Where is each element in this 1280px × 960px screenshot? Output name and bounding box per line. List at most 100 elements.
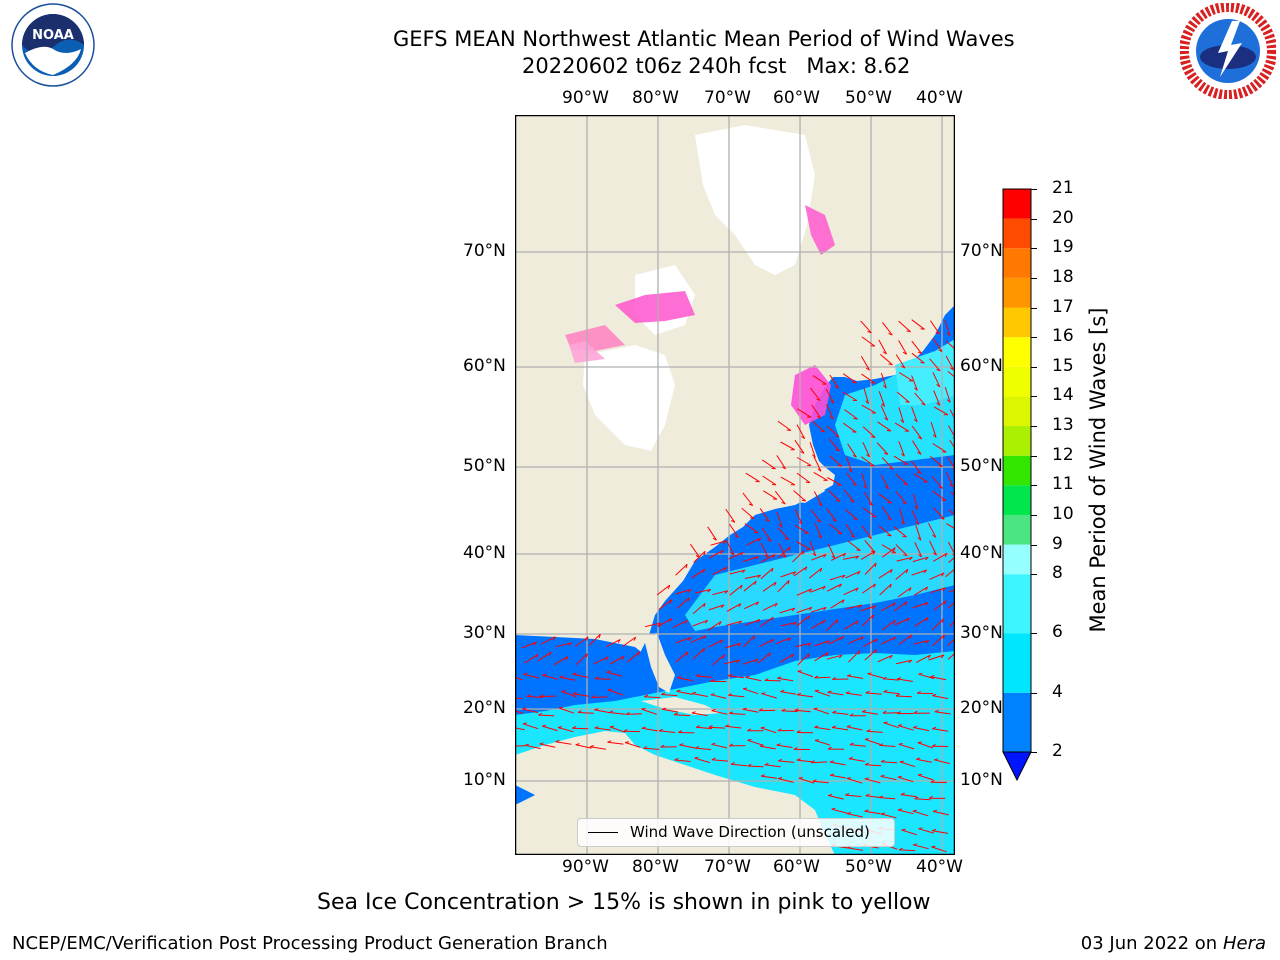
wind-wave-arrow	[797, 653, 810, 666]
wind-wave-arrowhead	[784, 537, 789, 541]
wind-wave-arrow	[881, 506, 892, 521]
wind-wave-arrow	[876, 442, 889, 455]
wind-wave-arrow	[933, 600, 947, 611]
wind-wave-arrowhead	[905, 401, 910, 403]
colorbar-tick-label: 20	[1052, 207, 1074, 228]
wind-wave-arrow	[845, 523, 855, 538]
wind-wave-arrowhead	[724, 566, 728, 571]
wind-wave-arrowhead	[814, 725, 819, 728]
wind-wave-arrowhead	[864, 762, 869, 766]
wind-wave-arrow	[712, 566, 728, 576]
wind-wave-arrowhead	[892, 636, 896, 641]
wind-wave-arrow	[826, 425, 840, 438]
wind-wave-arrowhead	[867, 672, 872, 675]
colorbar-tick-mark	[1031, 514, 1037, 516]
wind-wave-arrow	[917, 774, 934, 781]
wind-wave-arrow	[537, 651, 552, 662]
wind-wave-arrow	[914, 542, 923, 558]
wind-wave-arrow	[932, 443, 947, 453]
wind-wave-arrowhead	[788, 546, 791, 551]
wind-wave-arrow	[675, 651, 689, 663]
wind-wave-arrowhead	[780, 689, 785, 693]
wind-wave-arrowhead	[898, 743, 903, 745]
wind-wave-arrowhead	[863, 485, 868, 489]
colorbar-tick-mark	[1031, 752, 1037, 753]
wind-wave-arrow	[880, 775, 897, 781]
colorbar-bin	[1003, 633, 1031, 693]
wind-wave-arrow	[797, 670, 814, 678]
wind-wave-arrow	[828, 636, 844, 645]
wind-wave-arrowhead	[812, 779, 817, 782]
wind-wave-arrowhead	[917, 436, 923, 440]
wind-wave-arrowhead	[900, 419, 904, 423]
wind-wave-arrow	[760, 616, 774, 628]
wind-wave-arrow	[781, 710, 798, 712]
wind-wave-arrowhead	[930, 779, 935, 783]
wind-wave-arrowhead	[917, 471, 922, 475]
wind-wave-arrow	[542, 725, 558, 732]
wind-wave-arrow	[796, 457, 812, 466]
wind-wave-arrow	[832, 712, 849, 715]
wind-wave-arrowhead	[694, 756, 699, 759]
wind-wave-arrowhead	[691, 711, 696, 714]
wind-wave-arrowhead	[932, 726, 937, 730]
wind-wave-arrow	[523, 673, 540, 679]
wind-wave-arrow	[695, 747, 712, 751]
wind-wave-arrowhead	[904, 601, 908, 606]
wind-wave-arrow	[901, 829, 918, 836]
wind-wave-arrowhead	[777, 676, 782, 679]
wind-wave-arrowhead	[936, 368, 941, 372]
wind-wave-arrow	[762, 602, 778, 611]
wind-wave-arrowhead	[858, 650, 861, 655]
wind-wave-arrow	[843, 489, 855, 503]
colorbar-tick-label: 11	[1052, 474, 1074, 495]
wind-wave-arrow	[913, 727, 930, 732]
wind-wave-arrowhead	[823, 607, 827, 611]
wind-wave-arrowhead	[801, 435, 805, 440]
colorbar-tick-label: 14	[1052, 385, 1074, 406]
wind-wave-arrow	[675, 636, 692, 644]
wind-wave-arrowhead	[702, 647, 706, 653]
wind-wave-arrow	[606, 671, 623, 677]
wind-wave-arrow	[932, 830, 949, 834]
wind-wave-arrowhead	[594, 676, 599, 680]
lon-tick-top: 50°W	[845, 88, 892, 108]
wind-wave-arrow	[761, 459, 776, 470]
wind-wave-arrowhead	[818, 502, 823, 507]
wind-wave-arrow	[760, 727, 777, 734]
wind-wave-arrow	[911, 425, 923, 440]
wind-wave-arrow	[864, 562, 877, 575]
colorbar-tick-mark	[1031, 307, 1037, 309]
wind-wave-arrow	[810, 585, 826, 593]
wind-wave-arrowhead	[669, 599, 673, 604]
wind-wave-arrowhead	[879, 795, 884, 799]
wind-wave-arrowhead	[842, 553, 847, 557]
wind-wave-arrow	[880, 372, 887, 389]
wind-wave-arrow	[776, 455, 787, 470]
wind-wave-arrowhead	[914, 796, 919, 800]
colorbar-tick-mark	[1031, 366, 1037, 368]
wind-wave-arrow	[624, 742, 641, 748]
wind-wave-arrow	[881, 602, 896, 612]
wind-wave-arrowhead	[767, 539, 772, 542]
wind-wave-arrowhead	[561, 690, 566, 692]
wind-wave-arrowhead	[936, 383, 941, 388]
wind-wave-arrow	[846, 726, 863, 731]
wind-wave-arrowhead	[874, 649, 878, 654]
wind-wave-arrow	[708, 639, 724, 648]
wind-wave-arrowhead	[938, 349, 943, 353]
wind-wave-arrow	[828, 490, 841, 502]
wind-wave-arrow	[864, 810, 881, 815]
ocean-cyan-band	[685, 515, 955, 631]
wind-wave-arrowhead	[740, 551, 744, 556]
wind-wave-arrowhead	[836, 619, 839, 624]
wind-wave-arrow	[895, 568, 909, 580]
wind-wave-arrowhead	[888, 332, 893, 336]
wind-wave-arrowhead	[598, 633, 601, 639]
wind-wave-arrowhead	[949, 484, 954, 488]
wind-wave-arrow	[641, 727, 658, 732]
wind-wave-arrowhead	[867, 331, 872, 334]
wind-wave-arrowhead	[702, 569, 706, 574]
wind-wave-arrowhead	[555, 739, 560, 743]
wind-wave-arrow	[861, 614, 875, 627]
